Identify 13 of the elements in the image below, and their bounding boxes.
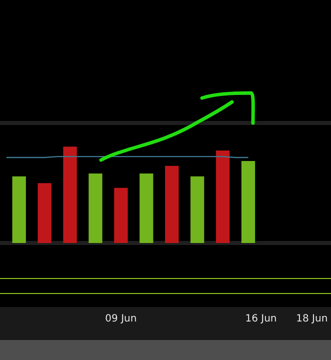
bar (12, 176, 26, 243)
x-tick-label: 09 Jun (105, 314, 137, 325)
bar (38, 183, 52, 243)
bar (140, 174, 154, 243)
bar (216, 150, 230, 243)
bar (241, 161, 256, 243)
bar (63, 146, 77, 243)
bar (88, 174, 102, 243)
x-tick-label: 18 Jun (296, 314, 328, 325)
x-tick-label: 16 Jun (245, 314, 277, 325)
bar (165, 166, 179, 243)
bar (190, 176, 204, 243)
bar (114, 188, 128, 243)
